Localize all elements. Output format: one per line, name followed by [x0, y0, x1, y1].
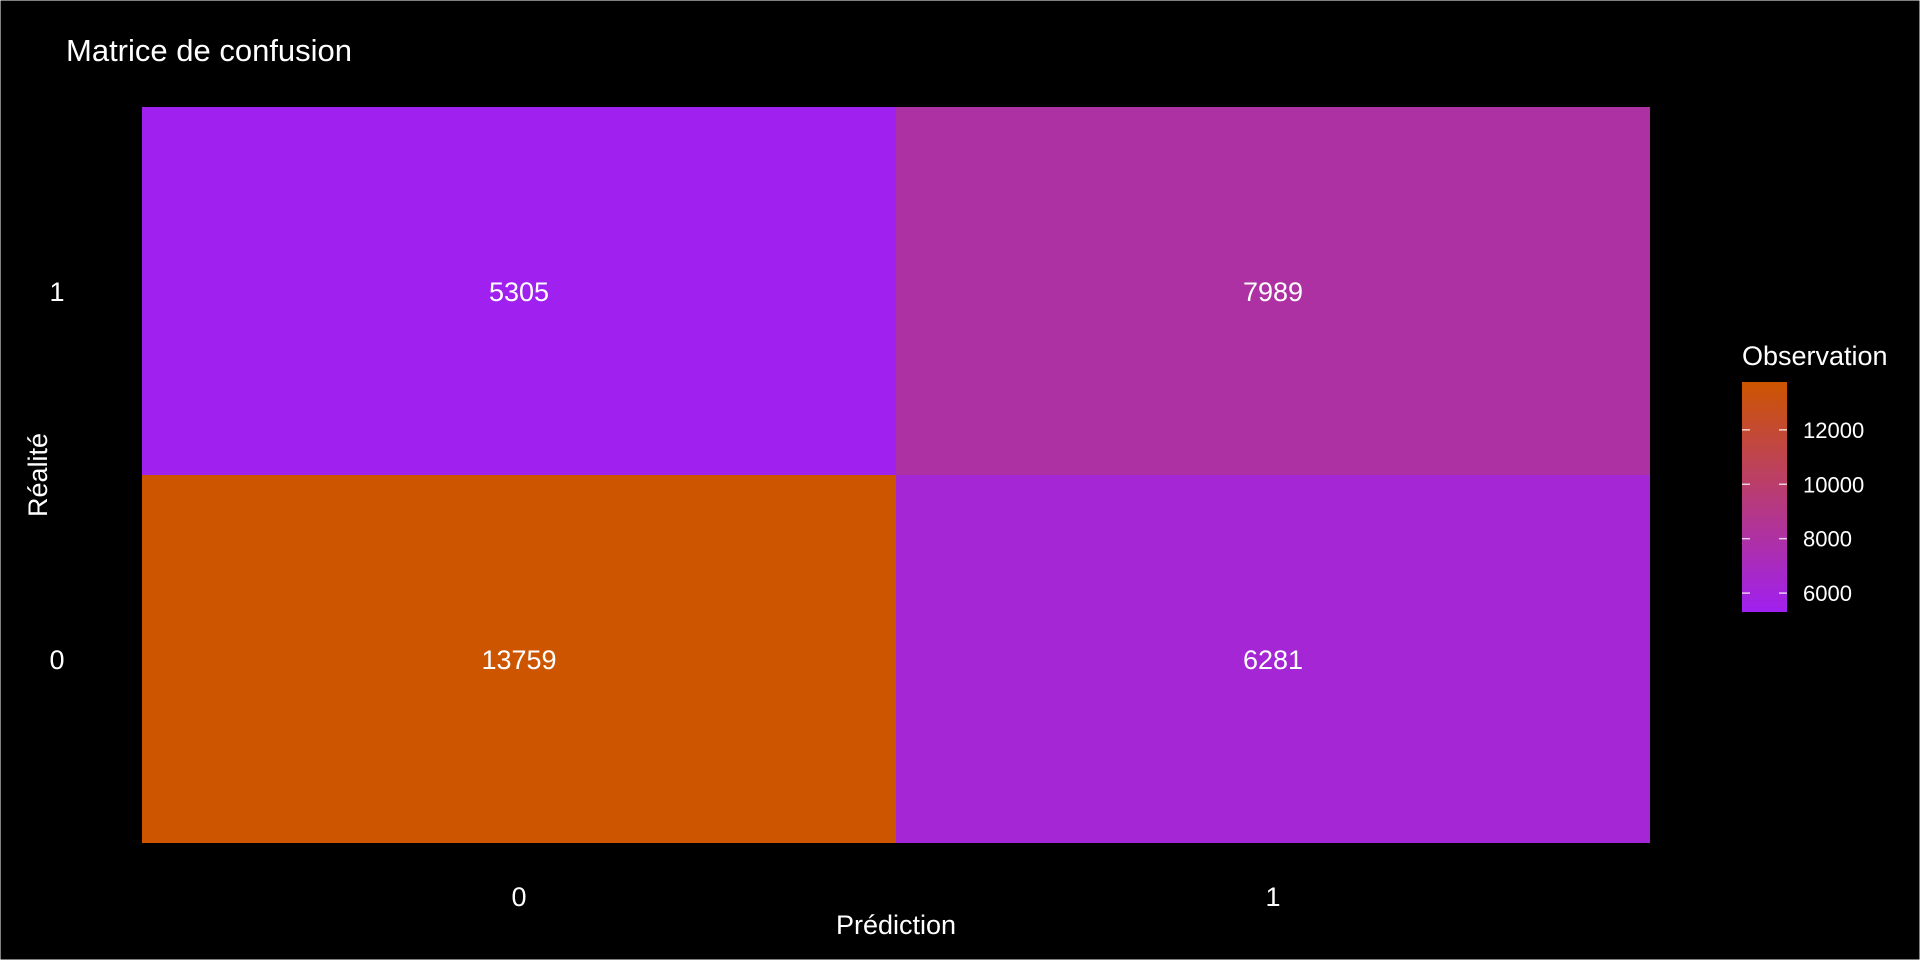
heatmap-cell-real-1-pred-0: [142, 107, 896, 475]
legend-tick-label: 10000: [1803, 472, 1864, 497]
x-axis-label: Prédiction: [836, 910, 956, 940]
x-tick-label: 0: [511, 882, 526, 912]
heatmap-cells: [142, 107, 1650, 843]
legend-ticks: 6000 8000 10000 12000: [1742, 418, 1864, 606]
heatmap-cell-labels: 5305 7989 13759 6281: [481, 277, 1303, 675]
heatmap-cell-real-1-pred-1: [896, 107, 1650, 475]
y-axis-label: Réalité: [23, 433, 53, 517]
cell-value-label: 7989: [1243, 277, 1303, 307]
legend-colorbar: [1742, 382, 1787, 612]
legend-tick-label: 6000: [1803, 581, 1852, 606]
color-legend: Observation 6000 8000 10000 12000: [1742, 341, 1888, 612]
heatmap-cell-real-0-pred-1: [896, 475, 1650, 843]
cell-value-label: 6281: [1243, 645, 1303, 675]
y-tick-label: 1: [49, 277, 64, 307]
x-tick-label: 1: [1265, 882, 1280, 912]
heatmap-cell-real-0-pred-0: [142, 475, 896, 843]
chart-title: Matrice de confusion: [66, 33, 352, 68]
y-axis-ticks: 01: [49, 277, 64, 675]
cell-value-label: 5305: [489, 277, 549, 307]
cell-value-label: 13759: [481, 645, 556, 675]
legend-tick-label: 12000: [1803, 418, 1864, 443]
y-tick-label: 0: [49, 645, 64, 675]
legend-title: Observation: [1742, 341, 1888, 371]
legend-tick-label: 8000: [1803, 527, 1852, 552]
